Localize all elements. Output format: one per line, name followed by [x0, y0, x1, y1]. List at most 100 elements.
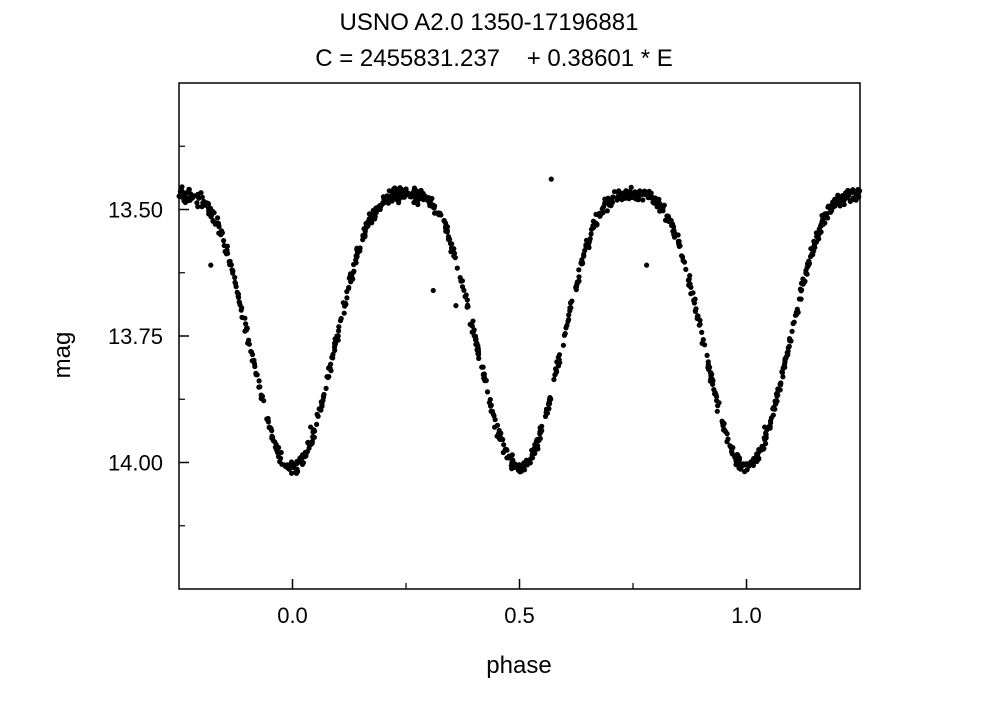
- data-point: [321, 393, 327, 399]
- data-point: [761, 435, 768, 441]
- data-point: [239, 305, 245, 311]
- data-point: [376, 204, 382, 210]
- data-point: [582, 247, 588, 254]
- data-point: [560, 342, 567, 348]
- data-point: [704, 352, 710, 358]
- data-point: [652, 195, 659, 201]
- data-point: [546, 396, 553, 402]
- data-point: [552, 371, 558, 378]
- data-point: [766, 423, 772, 430]
- data-point: [300, 460, 306, 466]
- data-point: [396, 189, 402, 196]
- data-point: [274, 449, 281, 455]
- data-point: [227, 262, 233, 268]
- data-point: [265, 415, 271, 422]
- data-point: [827, 203, 833, 209]
- data-point: [670, 224, 677, 230]
- data-point: [411, 185, 418, 191]
- x-tick-label: 0.0: [277, 603, 308, 628]
- data-point: [537, 435, 543, 442]
- data-point: [750, 458, 756, 464]
- data-point: [696, 322, 702, 328]
- data-point: [725, 436, 731, 442]
- data-point: [224, 247, 230, 253]
- data-point: [426, 195, 432, 201]
- data-point: [804, 271, 810, 277]
- data-point: [447, 236, 453, 242]
- data-point: [362, 231, 368, 238]
- data-point: [512, 461, 518, 467]
- data-point: [509, 452, 515, 458]
- data-point: [391, 196, 397, 202]
- data-point: [672, 230, 678, 236]
- x-tick-label: 0.5: [504, 603, 535, 628]
- data-point: [500, 436, 506, 443]
- data-point: [496, 427, 502, 434]
- y-axis-tick-labels: 13.50 13.75 14.00: [108, 198, 163, 476]
- data-point: [178, 187, 185, 194]
- data-point: [786, 343, 792, 349]
- data-point: [687, 273, 693, 279]
- data-point: [221, 242, 227, 249]
- data-point: [413, 193, 419, 199]
- data-point: [208, 262, 214, 268]
- data-point: [755, 454, 761, 460]
- data-point: [586, 244, 592, 251]
- data-point: [849, 197, 855, 203]
- data-point: [588, 226, 595, 232]
- data-point: [746, 462, 752, 468]
- data-point: [502, 446, 508, 453]
- data-point: [573, 287, 579, 293]
- data-point: [182, 199, 188, 206]
- data-point: [208, 213, 214, 219]
- data-point: [794, 306, 800, 312]
- data-point: [805, 262, 812, 269]
- data-point: [432, 203, 438, 209]
- data-point: [202, 202, 208, 208]
- data-point: [344, 289, 350, 295]
- data-point: [710, 378, 716, 384]
- data-point: [665, 215, 672, 221]
- data-point: [248, 348, 254, 355]
- chart-subtitle: C = 2455831.237 + 0.38601 * E: [315, 45, 673, 72]
- data-point: [644, 262, 650, 268]
- data-point: [824, 211, 830, 217]
- data-point: [700, 337, 706, 343]
- data-point: [338, 315, 344, 322]
- data-point: [230, 270, 236, 276]
- data-point: [576, 274, 582, 280]
- data-point: [436, 212, 442, 218]
- data-point: [845, 187, 851, 194]
- data-point: [625, 191, 631, 197]
- data-point: [694, 313, 701, 319]
- data-point: [770, 412, 776, 418]
- data-point: [316, 406, 322, 412]
- data-point: [471, 327, 477, 333]
- data-point: [693, 306, 699, 312]
- data-point: [411, 199, 417, 206]
- data-point: [778, 380, 784, 386]
- data-point: [257, 384, 263, 390]
- data-point: [579, 259, 585, 265]
- data-point: [363, 225, 369, 231]
- data-point: [711, 387, 717, 393]
- data-point: [340, 300, 346, 306]
- data-point: [585, 239, 591, 245]
- data-point: [186, 186, 192, 193]
- y-tick-label: 13.50: [108, 198, 163, 223]
- data-point: [642, 191, 648, 197]
- x-axis-label: phase: [486, 652, 551, 679]
- data-point: [447, 240, 454, 247]
- data-point: [266, 424, 272, 431]
- data-point: [492, 424, 498, 430]
- data-point: [472, 337, 479, 343]
- data-point: [855, 193, 862, 199]
- data-point: [326, 365, 332, 371]
- data-point: [464, 304, 470, 310]
- data-point: [311, 434, 317, 440]
- data-point: [833, 201, 839, 207]
- data-point: [772, 406, 778, 412]
- data-point: [256, 378, 262, 384]
- data-point: [581, 251, 587, 257]
